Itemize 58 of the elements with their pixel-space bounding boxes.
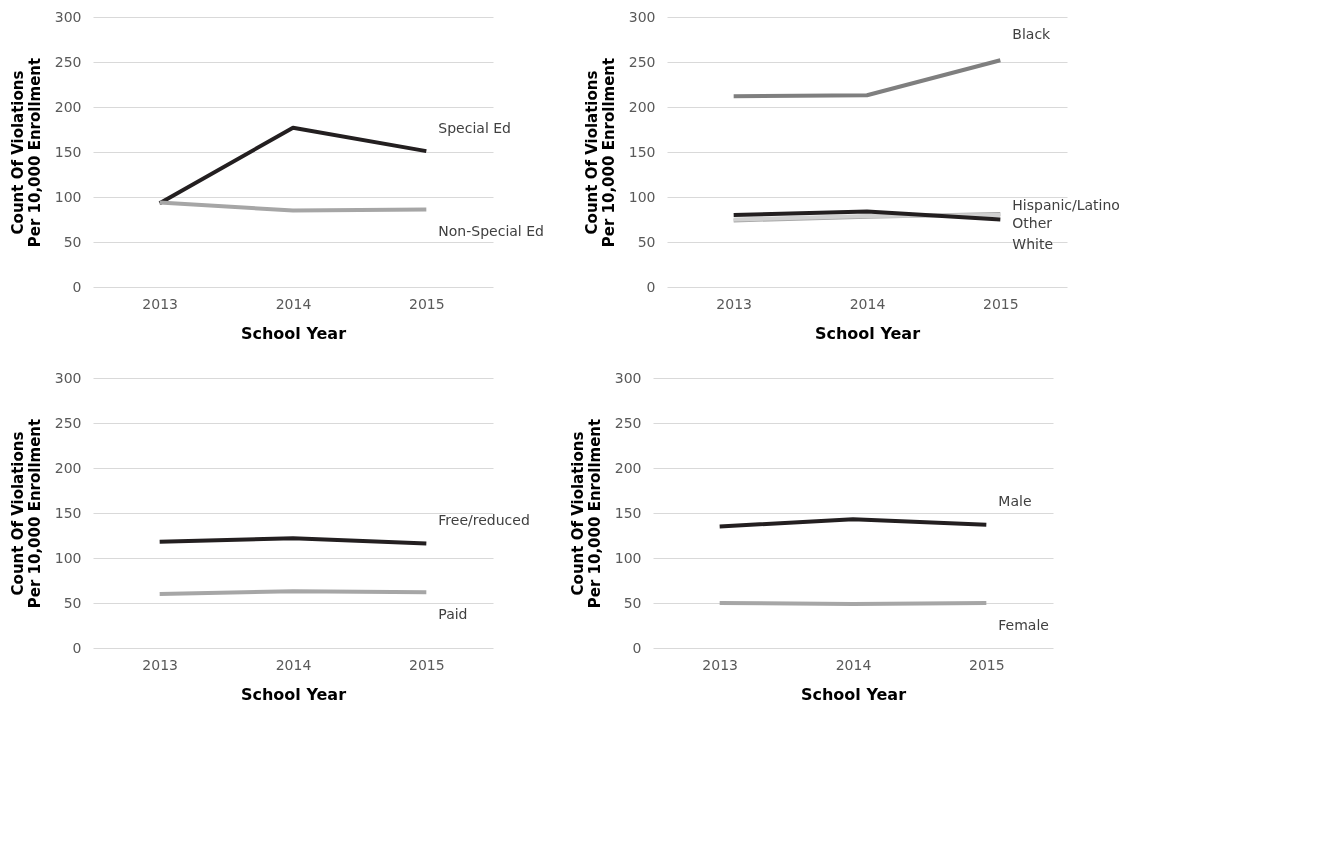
x-tick-label: 2014 <box>275 656 312 673</box>
series-label: Male <box>998 493 1032 510</box>
y-tick-label: 300 <box>54 369 82 386</box>
x-axis-title: School Year <box>240 323 347 343</box>
y-tick-label: 300 <box>614 369 642 386</box>
x-tick-label: 2015 <box>409 656 445 673</box>
x-tick-label: 2013 <box>142 295 178 312</box>
x-axis-title: School Year <box>814 323 921 343</box>
y-tick-label: 0 <box>72 639 82 656</box>
y-axis-title: Count Of Violations Per 10,000 Enrollment <box>568 418 604 609</box>
x-tick-label: 2014 <box>849 295 886 312</box>
y-tick-label: 0 <box>646 278 656 295</box>
y-tick-label: 250 <box>54 53 82 70</box>
y-tick-label: 0 <box>72 278 82 295</box>
y-tick-label: 150 <box>54 143 82 160</box>
x-tick-label: 2014 <box>275 295 312 312</box>
series-label: White <box>1012 236 1054 252</box>
y-tick-label: 200 <box>54 459 82 476</box>
y-tick-label: 150 <box>54 504 82 521</box>
series-label: Female <box>998 616 1049 633</box>
x-tick-label: 2013 <box>716 295 752 312</box>
y-tick-label: 250 <box>628 53 656 70</box>
x-tick-label: 2015 <box>983 295 1019 312</box>
y-tick-label: 50 <box>63 233 82 250</box>
y-tick-label: 200 <box>628 98 656 115</box>
y-tick-label: 250 <box>54 414 82 431</box>
y-tick-label: 200 <box>614 459 642 476</box>
y-tick-label: 100 <box>54 188 82 205</box>
series-label: Special Ed <box>438 119 511 136</box>
series-label: Other <box>1012 214 1053 231</box>
x-tick-label: 2015 <box>969 656 1005 673</box>
x-tick-label: 2013 <box>702 656 738 673</box>
y-tick-label: 100 <box>614 549 642 566</box>
x-tick-label: 2014 <box>835 656 872 673</box>
series-label: Non-Special Ed <box>438 223 544 240</box>
y-tick-label: 50 <box>623 594 642 611</box>
y-tick-label: 300 <box>628 8 656 25</box>
y-tick-label: 200 <box>54 98 82 115</box>
x-tick-label: 2013 <box>142 656 178 673</box>
y-tick-label: 50 <box>63 594 82 611</box>
series-label: Free/reduced <box>438 512 530 529</box>
series-label: Hispanic/Latino <box>1012 196 1120 213</box>
y-tick-label: 100 <box>54 549 82 566</box>
y-tick-label: 0 <box>632 639 642 656</box>
x-axis-title: School Year <box>800 684 907 704</box>
y-axis-title: Count Of Violations Per 10,000 Enrollment <box>8 57 44 248</box>
series-label: Paid <box>438 605 468 622</box>
y-axis-title: Count Of Violations Per 10,000 Enrollment <box>8 418 44 609</box>
y-tick-label: 100 <box>628 188 656 205</box>
y-tick-label: 300 <box>54 8 82 25</box>
y-axis-title: Count Of Violations Per 10,000 Enrollment <box>582 57 618 248</box>
x-axis-title: School Year <box>240 684 347 704</box>
y-tick-label: 50 <box>637 233 656 250</box>
x-tick-label: 2015 <box>409 295 445 312</box>
y-tick-label: 150 <box>628 143 656 160</box>
y-tick-label: 250 <box>614 414 642 431</box>
y-tick-label: 150 <box>614 504 642 521</box>
series-label: Black <box>1012 25 1052 42</box>
